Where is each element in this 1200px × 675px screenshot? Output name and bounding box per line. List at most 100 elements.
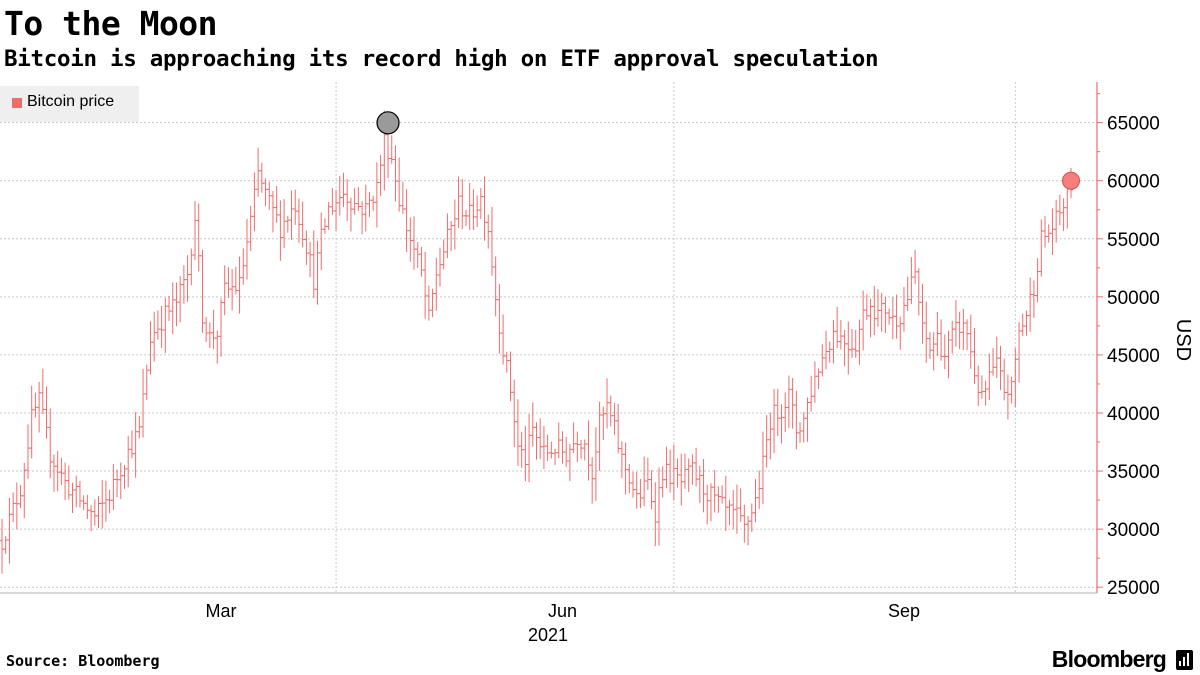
ohlc-bar: [976, 365, 981, 407]
ohlc-bar: [244, 218, 250, 280]
ohlc-bar: [530, 402, 535, 447]
y-tick-label: 60000: [1107, 172, 1160, 193]
ohlc-bar: [738, 488, 743, 522]
ohlc-bar: [1042, 216, 1048, 248]
ohlc-bar: [860, 290, 866, 351]
ohlc-bar: [441, 239, 446, 270]
legend: Bitcoin price: [0, 86, 139, 122]
ohlc-bar: [196, 203, 201, 272]
ohlc-bar: [10, 492, 16, 523]
ohlc-bar: [1027, 277, 1033, 332]
ohlc-bar: [333, 189, 339, 231]
ohlc-bar: [174, 282, 179, 327]
ohlc-bar: [378, 154, 383, 197]
ohlc-bar: [1024, 310, 1029, 336]
ohlc-bar: [126, 435, 131, 488]
ohlc-bar: [437, 247, 443, 287]
ohlc-bar: [716, 486, 721, 513]
ohlc-bar: [177, 276, 183, 323]
ohlc-bar: [1053, 199, 1059, 243]
ohlc-bar: [953, 300, 959, 347]
ohlc-bar: [979, 375, 985, 399]
ohlc-bar: [207, 322, 213, 349]
legend-label: Bitcoin price: [27, 93, 115, 110]
ohlc-bar: [148, 321, 153, 375]
ohlc-bar: [315, 240, 320, 305]
ohlc-bar: [200, 249, 205, 333]
ohlc-bar: [801, 412, 806, 443]
ohlc-bar: [74, 475, 79, 508]
ohlc-bar: [961, 308, 966, 351]
ohlc-bar: [705, 484, 710, 525]
ohlc-bar: [571, 422, 576, 453]
ohlc-bar: [968, 314, 973, 369]
ohlc-bar: [445, 213, 450, 259]
ohlc-bar: [118, 462, 123, 500]
ohlc-bar: [348, 197, 354, 232]
ohlc-bar: [875, 289, 881, 327]
y-tick-label: 35000: [1107, 462, 1160, 483]
latest-price-marker: [1062, 171, 1080, 190]
ohlc-bar: [133, 411, 138, 478]
bloomberg-chart-icon: [1176, 650, 1193, 670]
ohlc-bar: [352, 188, 357, 215]
ohlc-bar: [916, 268, 922, 316]
ohlc-bar: [526, 414, 532, 483]
ohlc-bar: [85, 494, 90, 519]
ohlc-bar: [92, 499, 97, 526]
ohlc-bar: [693, 447, 699, 487]
ohlc-bar: [48, 408, 53, 479]
ohlc-bar: [33, 392, 38, 418]
ohlc-bar: [912, 249, 918, 285]
ohlc-bar: [51, 454, 57, 492]
ohlc-bar: [883, 296, 888, 333]
ohlc-bar: [270, 191, 276, 233]
ohlc-bar: [898, 316, 903, 350]
ohlc-bar: [745, 516, 751, 546]
ohlc-bar: [229, 269, 235, 311]
ohlc-bar: [0, 518, 5, 574]
ohlc-bar: [500, 314, 506, 365]
ohlc-bar: [463, 209, 469, 227]
ohlc-bar: [493, 256, 498, 317]
ohlc-bar: [274, 186, 279, 223]
ohlc-bar: [337, 175, 342, 216]
ohlc-bar: [560, 431, 565, 464]
ohlc-bar: [111, 464, 116, 511]
ohlc-bar: [749, 503, 754, 532]
ohlc-bar: [838, 320, 844, 350]
ohlc-bar: [356, 187, 361, 211]
ohlc-bar: [215, 330, 220, 364]
ohlc-bar: [248, 205, 253, 252]
ohlc-bar: [563, 436, 569, 467]
ohlc-bar: [734, 484, 740, 534]
ohlc-bar: [853, 329, 858, 358]
ohlc-bar: [181, 265, 187, 304]
ohlc-bar: [775, 388, 780, 437]
ohlc-bar: [820, 344, 825, 377]
ohlc-bar: [81, 495, 86, 511]
ohlc-bar: [627, 463, 632, 494]
ohlc-bar: [682, 453, 688, 489]
ohlc-bar: [645, 457, 651, 490]
ohlc-bar: [757, 470, 762, 509]
ohlc-bar: [396, 157, 402, 212]
ohlc-bar: [107, 489, 112, 514]
ohlc-bar: [890, 297, 896, 340]
ohlc-bar: [950, 320, 955, 354]
ohlc-bar: [938, 319, 944, 361]
ohlc-bar: [452, 199, 458, 250]
ohlc-bar: [868, 298, 873, 338]
y-tick-label: 65000: [1107, 114, 1160, 135]
ohlc-bar: [18, 484, 23, 509]
ohlc-bar: [36, 381, 42, 433]
ohlc-bar: [367, 192, 372, 217]
ohlc-bar: [612, 403, 617, 435]
ohlc-bar: [241, 248, 246, 285]
ohlc-bar: [608, 395, 613, 427]
ohlc-bar: [326, 201, 331, 230]
ohlc-bar: [515, 399, 521, 466]
ohlc-bar: [59, 457, 64, 486]
ohlc-bar: [842, 329, 847, 367]
ohlc-bar: [471, 189, 476, 230]
